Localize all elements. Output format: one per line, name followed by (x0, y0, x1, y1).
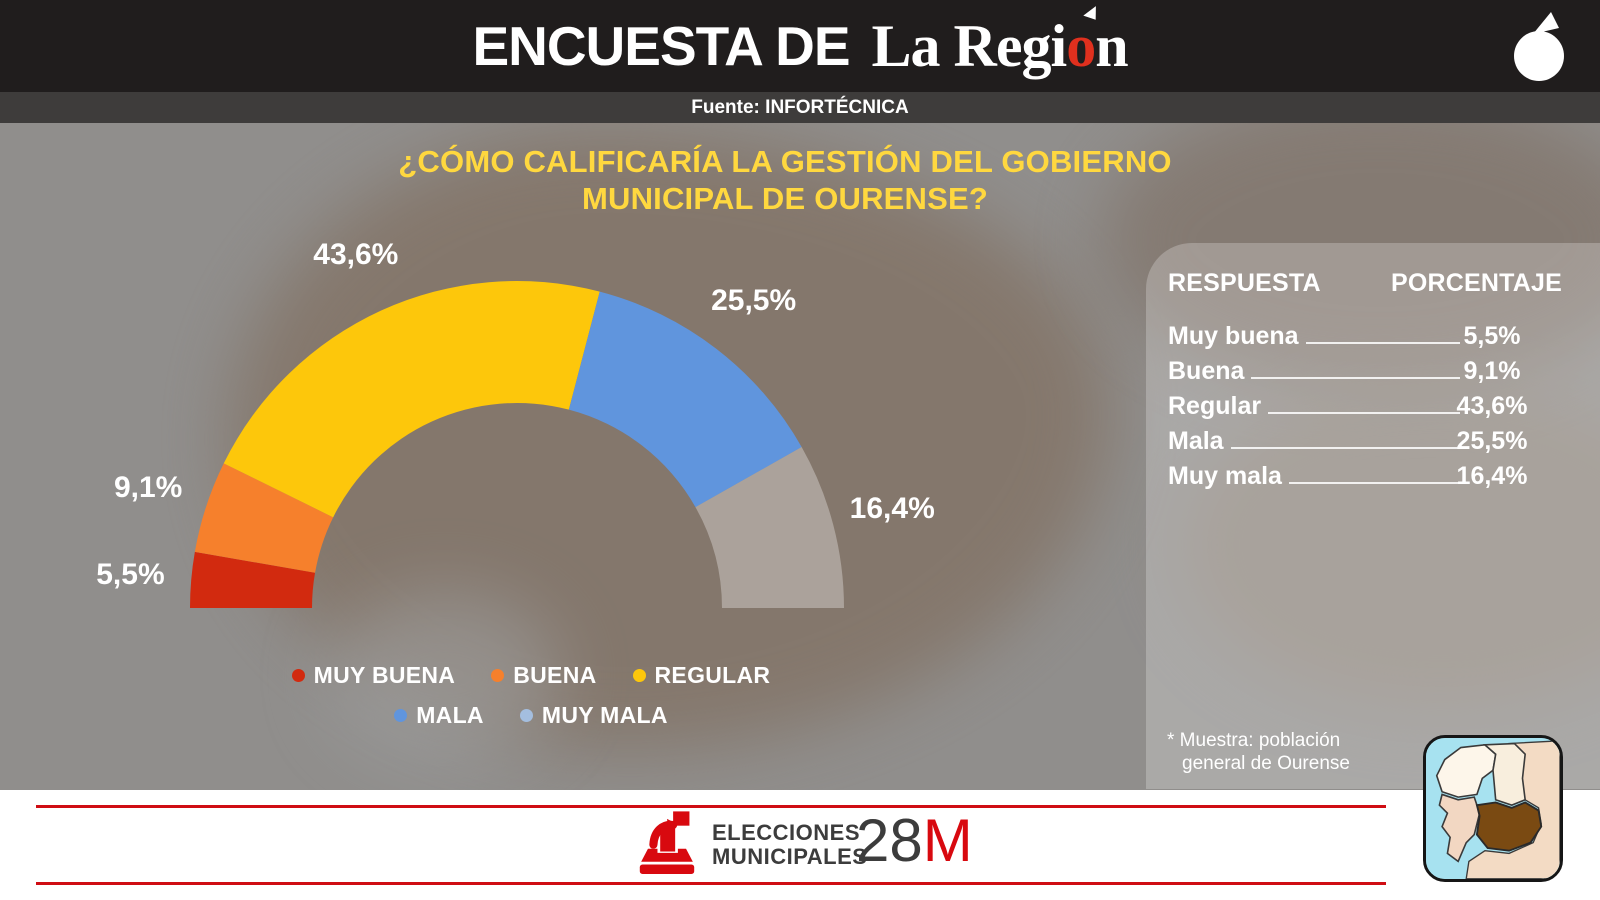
table-row: Mala 25,5% (1168, 427, 1562, 462)
legend-label: MUY MALA (541, 702, 668, 728)
brand-circle-icon (1514, 12, 1564, 81)
footer-rule-bottom (36, 882, 1386, 885)
results-table: Muy buena 5,5% Buena 9,1% Regular 43,6% Mala 25… (1168, 322, 1562, 497)
legend-item-mala: MALA (394, 702, 484, 729)
legend-item-regular: REGULAR (632, 662, 771, 689)
legend-dot-icon (394, 709, 408, 722)
results-table-header: RESPUESTA PORCENTAJE (1168, 269, 1562, 298)
footer-line-1: ELECCIONES (712, 820, 861, 845)
table-row-value-text: 9,1% (1463, 357, 1521, 385)
footer-elections-label: ELECCIONES MUNICIPALES (712, 821, 867, 869)
table-row-value: 5,5% (1422, 322, 1562, 351)
table-row: Muy buena 5,5% (1168, 322, 1562, 357)
table-row-label: Muy mala (1168, 462, 1282, 490)
legend-label: BUENA (513, 662, 597, 688)
legend-dot-icon (632, 669, 646, 682)
ballot-box-icon (639, 811, 695, 874)
gauge-label-muy-buena: 5,5% (96, 557, 165, 591)
gauge-segment-buena (194, 463, 334, 573)
legend-item-muy-mala: MUY MALA (519, 702, 668, 729)
legend-row: MUY BUENA BUENA REGULAR (221, 662, 841, 689)
table-row-value-text: 25,5% (1456, 427, 1528, 455)
legend-dot-icon (291, 669, 305, 682)
table-row-label: Mala (1168, 427, 1224, 455)
leader-line (1268, 412, 1460, 414)
brand-text: La Regi (871, 12, 1068, 79)
question-line-2: MUNICIPAL DE OURENSE? (581, 181, 989, 216)
brand-red-o-icon: o (1066, 12, 1096, 79)
footnote-line-1: * Muestra: población (1167, 730, 1341, 751)
table-row: Buena 9,1% (1168, 357, 1562, 392)
source-bar: Fuente: INFORTÉCNICA (0, 92, 1600, 123)
legend-dot-icon (491, 669, 505, 682)
leader-line (1305, 342, 1460, 344)
gauge-segment-muy-mala (695, 447, 844, 608)
table-row-label: Buena (1168, 357, 1245, 385)
gauge-segment-mala (568, 291, 802, 508)
chart-question-title: ¿CÓMO CALIFICARÍA LA GESTIÓN DEL GOBIERN… (0, 143, 1570, 217)
footer-28: 28 (856, 807, 923, 874)
page-title: ENCUESTA DE (472, 15, 850, 77)
table-row-value: 43,6% (1422, 392, 1562, 421)
masthead: ENCUESTA DE La Region (0, 0, 1600, 92)
gauge-segment-muy-buena (190, 551, 316, 608)
gauge-label-regular: 43,6% (313, 238, 399, 272)
column-header-porcentaje: PORCENTAJE (1390, 269, 1562, 297)
chart-legend: MUY BUENA BUENA REGULAR MALA MUY MALA (221, 662, 841, 742)
brand-logo-la-region: La Region (871, 12, 1129, 81)
footer-line-2: MUNICIPALES (712, 844, 868, 869)
legend-row: MALA MUY MALA (221, 702, 841, 729)
table-row: Regular 43,6% (1168, 392, 1562, 427)
sample-footnote: * Muestra: población general de Ourense (1167, 729, 1350, 775)
leader-line (1230, 447, 1460, 449)
brand-text: n (1095, 12, 1128, 79)
footer-rule-top (36, 805, 1386, 808)
footer-28m-label: 28M (856, 806, 973, 875)
leader-line (1288, 482, 1460, 484)
table-row-label: Regular (1168, 392, 1262, 420)
gauge-label-muy-mala: 16,4% (849, 492, 935, 526)
footer-m-red: M (922, 807, 973, 874)
table-row-value: 25,5% (1422, 427, 1562, 456)
table-row-value: 9,1% (1422, 357, 1562, 386)
legend-label: MUY BUENA (313, 662, 456, 688)
legend-item-buena: BUENA (491, 662, 596, 689)
footnote-line-2: general de Ourense (1182, 753, 1350, 774)
galicia-map-icon (1426, 738, 1560, 879)
legend-item-muy-buena: MUY BUENA (291, 662, 456, 689)
table-row-value-text: 16,4% (1456, 462, 1528, 490)
table-row: Muy mala 16,4% (1168, 462, 1562, 497)
background-map-silhouette (230, 130, 1110, 750)
gauge-segment-regular (223, 281, 600, 518)
leader-line (1251, 377, 1460, 379)
legend-dot-icon (519, 709, 533, 722)
galicia-map-tile (1423, 735, 1563, 882)
column-header-respuesta: RESPUESTA (1168, 269, 1321, 297)
gauge-label-mala: 25,5% (711, 283, 797, 317)
table-row-label: Muy buena (1168, 322, 1299, 350)
table-row-value-text: 43,6% (1456, 392, 1528, 420)
table-row-value: 16,4% (1422, 462, 1562, 491)
results-panel: RESPUESTA PORCENTAJE Muy buena 5,5% Buena 9… (1146, 243, 1600, 789)
question-line-1: ¿CÓMO CALIFICARÍA LA GESTIÓN DEL GOBIERN… (398, 144, 1172, 179)
legend-label: MALA (416, 702, 484, 728)
table-row-value-text: 5,5% (1463, 322, 1521, 350)
gauge-label-buena: 9,1% (113, 470, 183, 504)
legend-label: REGULAR (654, 662, 771, 688)
footer-band: ELECCIONES MUNICIPALES 28M (0, 790, 1600, 900)
